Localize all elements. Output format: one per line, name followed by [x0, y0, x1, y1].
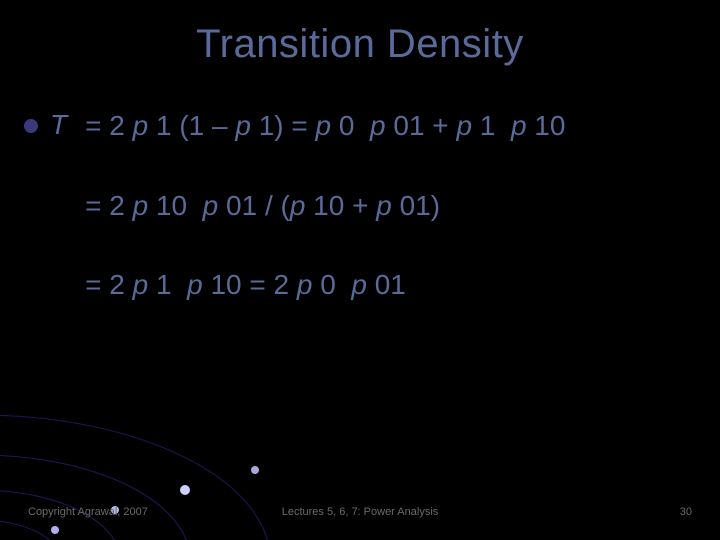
- slide: Transition Density T = 2 p 1 (1 – p 1) =…: [0, 0, 720, 540]
- equation-line-2: = 2 p 10 p 01 / (p 10 + p 01): [85, 189, 696, 223]
- slide-content: T = 2 p 1 (1 – p 1) = p 0 p 01 + p 1 p 1…: [0, 67, 720, 302]
- slide-title: Transition Density: [0, 0, 720, 67]
- equation-line-1: = 2 p 1 (1 – p 1) = p 0 p 01 + p 1 p 10: [85, 109, 696, 143]
- footer-page-number: 30: [680, 506, 692, 518]
- equation-block: T = 2 p 1 (1 – p 1) = p 0 p 01 + p 1 p 1…: [24, 109, 696, 302]
- equation-lines: = 2 p 1 (1 – p 1) = p 0 p 01 + p 1 p 10 …: [85, 109, 696, 302]
- t-variable: T: [50, 109, 67, 141]
- footer-lecture: Lectures 5, 6, 7: Power Analysis: [282, 506, 439, 518]
- orbit-decoration: [0, 280, 340, 540]
- footer-copyright: Copyright Agrawal, 2007: [28, 506, 148, 518]
- slide-footer: Copyright Agrawal, 2007 Lectures 5, 6, 7…: [0, 506, 720, 518]
- orbit-dots: [51, 466, 259, 534]
- bullet-icon: [24, 119, 38, 133]
- equation-line-3: = 2 p 1 p 10 = 2 p 0 p 01: [85, 268, 696, 302]
- orbit-ellipses: [0, 415, 270, 540]
